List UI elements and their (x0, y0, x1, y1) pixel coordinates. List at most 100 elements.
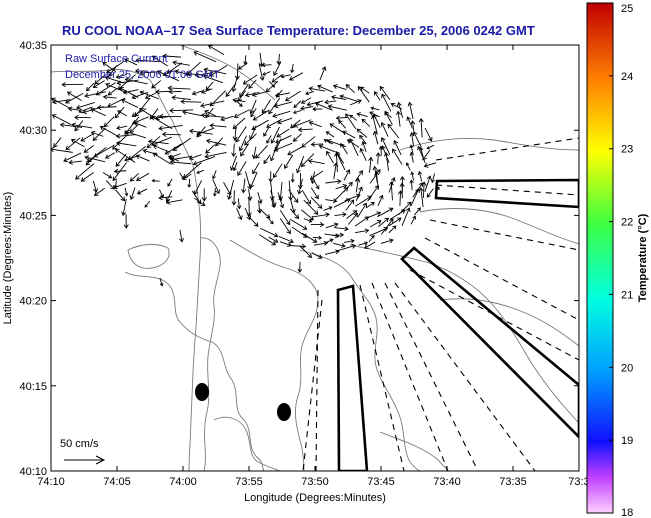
current-vector (300, 97, 312, 104)
current-vector (354, 216, 370, 227)
current-vector (356, 112, 368, 117)
current-vector (115, 140, 137, 147)
current-vector (53, 137, 62, 148)
current-vector (134, 68, 149, 74)
current-vector (312, 235, 323, 240)
current-vector (231, 75, 239, 93)
current-vector (312, 106, 323, 112)
current-vector (317, 84, 333, 93)
current-vector (123, 213, 129, 229)
current-vector (318, 144, 336, 153)
current-vector (244, 207, 252, 221)
current-vector (417, 145, 426, 163)
current-vector (102, 94, 117, 100)
current-vector (435, 182, 440, 191)
current-vector (107, 88, 117, 96)
current-vector (103, 116, 115, 128)
current-vector (342, 130, 356, 139)
current-vector (167, 155, 179, 162)
x-tick-label: 74:10 (37, 476, 65, 488)
current-vector (238, 135, 247, 152)
scale-arrow (64, 455, 106, 465)
colorbar-tick-label: 21 (621, 289, 633, 301)
current-vector (162, 53, 182, 59)
current-vector (405, 162, 411, 171)
current-vector (274, 92, 291, 98)
current-vector (135, 154, 150, 162)
current-vector (65, 137, 81, 151)
current-vector (357, 202, 367, 218)
contour-60m (419, 208, 579, 245)
current-vector (357, 85, 370, 103)
current-vector (377, 194, 384, 206)
station-marker-south (277, 403, 291, 421)
current-vector (358, 241, 369, 246)
radial-line (429, 219, 579, 251)
current-vector (119, 87, 139, 98)
current-vector (262, 71, 271, 76)
current-vector (99, 125, 118, 137)
current-vector (381, 93, 392, 112)
current-vector (247, 215, 259, 227)
current-vector (334, 212, 347, 218)
current-vector (172, 137, 192, 151)
current-vector (92, 127, 106, 142)
current-vector (161, 131, 182, 137)
current-vector (301, 209, 314, 221)
current-vector (70, 138, 85, 148)
current-vector (259, 227, 279, 238)
radial-line (394, 282, 536, 471)
current-vector (384, 110, 393, 126)
current-vector (151, 80, 162, 89)
current-vector (289, 218, 308, 230)
station-marker-north (195, 383, 209, 401)
current-vector (423, 162, 437, 168)
x-tick-label: 73:55 (235, 476, 263, 488)
current-vector (375, 152, 381, 165)
current-vector (129, 172, 139, 182)
current-vector (193, 180, 203, 195)
current-vector (268, 236, 279, 243)
current-vector (311, 252, 323, 259)
current-vector (135, 57, 159, 63)
current-vector (266, 135, 272, 144)
current-vector (267, 216, 274, 225)
current-vector (270, 126, 280, 144)
current-vector (273, 142, 293, 152)
current-vector (333, 186, 349, 202)
current-vector (227, 180, 235, 200)
current-vector (293, 119, 312, 128)
current-vector (424, 175, 432, 192)
current-vector (359, 147, 367, 162)
contour-nearshore-bay (127, 243, 170, 269)
current-vector (324, 233, 340, 239)
current-vector (142, 148, 158, 156)
current-vector (279, 218, 291, 235)
current-vector (186, 71, 205, 77)
current-vector (410, 215, 416, 225)
current-vector (248, 79, 257, 89)
current-vector (113, 182, 127, 190)
current-vector (388, 225, 397, 234)
current-vector (276, 53, 282, 66)
current-vector (194, 72, 214, 78)
current-vector (59, 122, 83, 128)
current-vector (63, 152, 82, 163)
current-vector (129, 187, 136, 200)
current-vector (279, 241, 292, 247)
current-vector (115, 153, 127, 167)
current-vector (297, 261, 303, 273)
y-tick-label: 40:35 (19, 40, 47, 52)
current-vector (129, 124, 139, 133)
current-vector (51, 97, 73, 110)
y-tick-label: 40:20 (19, 296, 47, 308)
current-vector (212, 170, 217, 180)
radial-line (409, 269, 579, 361)
current-vector (288, 189, 299, 204)
current-vector (422, 149, 431, 161)
current-vector (151, 179, 160, 183)
current-vector (326, 150, 334, 164)
colorbar-tick-label: 20 (621, 362, 633, 374)
current-vector (426, 144, 435, 150)
current-vector (133, 121, 147, 128)
